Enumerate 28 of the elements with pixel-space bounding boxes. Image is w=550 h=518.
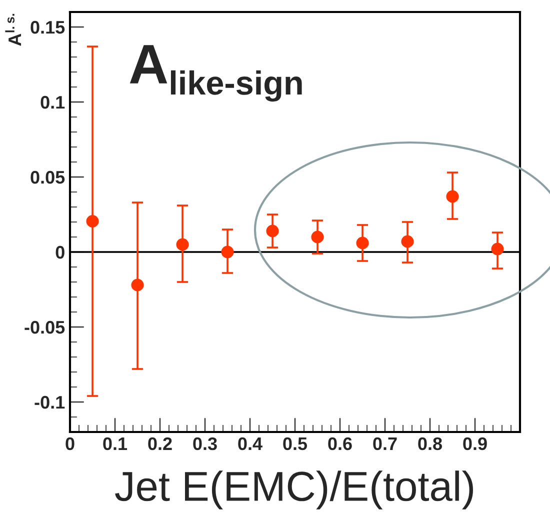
x-tick-label: 0.4 <box>238 437 262 450</box>
x-tick-label: 0.7 <box>373 437 397 450</box>
x-axis-title: Jet E(EMC)/E(total) <box>115 470 474 510</box>
y-tick-label: 0 <box>56 246 64 259</box>
point <box>86 214 99 228</box>
point <box>311 230 324 244</box>
point <box>491 242 504 256</box>
x-tick-label: 0.2 <box>148 437 172 450</box>
point <box>356 236 369 250</box>
point <box>401 235 414 248</box>
x-tick-label: 0.5 <box>283 437 308 450</box>
y-tick-label: 0.05 <box>30 170 65 184</box>
x-tick-label: 0.6 <box>328 437 352 450</box>
point <box>266 224 279 238</box>
point <box>131 278 144 292</box>
point <box>221 246 234 258</box>
y-tick-label: 0.15 <box>30 20 65 34</box>
y-tick-label: -0.05 <box>24 320 65 334</box>
x-tick-label: 0.1 <box>103 437 128 450</box>
x-tick-label: 0.8 <box>418 437 442 450</box>
x-tick-label: 0 <box>66 437 74 450</box>
y-axis-title: A$^{l.s.}$ <box>5 14 22 46</box>
y-tick-label: 0.1 <box>40 96 65 109</box>
y-tick-label: -0.1 <box>34 396 65 409</box>
point <box>176 238 189 251</box>
x-tick-label: 0.3 <box>193 437 217 450</box>
point <box>446 190 459 203</box>
x-tick-label: 0.9 <box>463 437 487 450</box>
